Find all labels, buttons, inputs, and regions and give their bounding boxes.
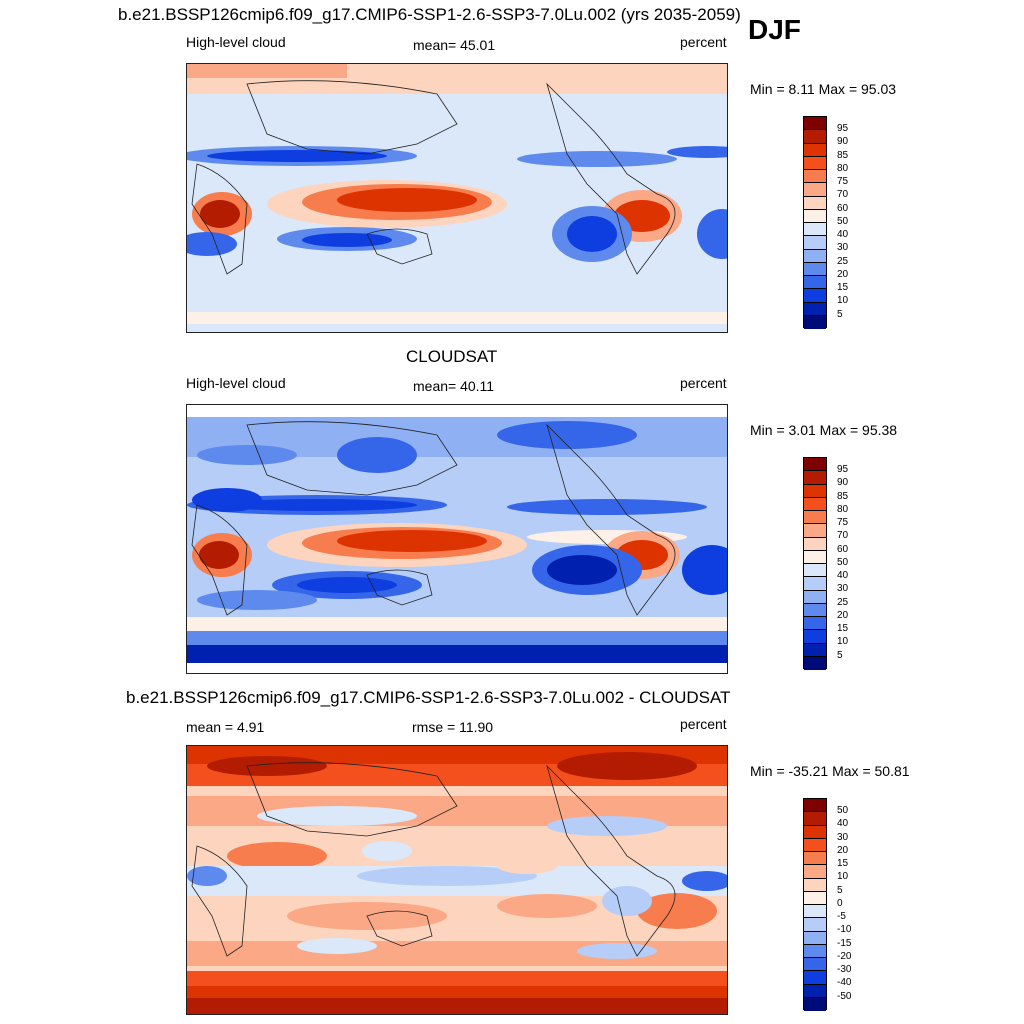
colorbar-tick: 30	[837, 242, 849, 253]
colorbar-tick: 60	[837, 203, 849, 214]
colorbar-tick: -40	[837, 977, 852, 988]
panel3-colorbar	[803, 798, 827, 1011]
colorbar-tick: 5	[837, 650, 843, 661]
panel2-units-label: percent	[680, 375, 727, 391]
colorbar-tick: -20	[837, 951, 852, 962]
panel3-minmax-label: Min = -35.21 Max = 50.81	[750, 763, 910, 779]
colorbar-tick: 95	[837, 123, 849, 134]
colorbar-tick: 70	[837, 530, 849, 541]
colorbar-tick: 30	[837, 583, 849, 594]
panel3-units-label: percent	[680, 716, 727, 732]
colorbar-tick: 75	[837, 517, 849, 528]
panel3-title: b.e21.BSSP126cmip6.f09_g17.CMIP6-SSP1-2.…	[126, 688, 731, 707]
colorbar-tick: 0	[837, 898, 843, 909]
colorbar-tick: 50	[837, 216, 849, 227]
colorbar-tick: 25	[837, 597, 849, 608]
colorbar-tick: 50	[837, 805, 849, 816]
colorbar-tick: 40	[837, 818, 849, 829]
panel2-mean-label: mean= 40.11	[413, 378, 495, 394]
colorbar-tick: 90	[837, 136, 849, 147]
colorbar-tick: 15	[837, 282, 849, 293]
colorbar-tick: 15	[837, 858, 849, 869]
colorbar-tick: 80	[837, 163, 849, 174]
colorbar-tick: 25	[837, 256, 849, 267]
colorbar-tick: 20	[837, 269, 849, 280]
colorbar-tick: -15	[837, 938, 852, 949]
panel2-map	[186, 404, 728, 674]
season-label: DJF	[748, 14, 801, 45]
panel1-minmax-label: Min = 8.11 Max = 95.03	[750, 81, 897, 97]
colorbar-tick: 40	[837, 229, 849, 240]
colorbar-tick: 80	[837, 504, 849, 515]
colorbar-tick: 85	[837, 150, 849, 161]
colorbar-tick: 20	[837, 610, 849, 621]
colorbar-tick: 60	[837, 544, 849, 555]
colorbar-tick: 30	[837, 832, 849, 843]
colorbar-tick: 10	[837, 871, 849, 882]
panel1-title: b.e21.BSSP126cmip6.f09_g17.CMIP6-SSP1-2.…	[118, 5, 741, 24]
colorbar-tick: 40	[837, 570, 849, 581]
panel3-mean-label: mean = 4.91	[186, 719, 265, 735]
colorbar-tick: 15	[837, 623, 849, 634]
panel1-variable-label: High-level cloud	[186, 34, 286, 50]
colorbar-tick: 5	[837, 885, 843, 896]
colorbar-tick: 75	[837, 176, 849, 187]
colorbar-tick: 90	[837, 477, 849, 488]
panel1-units-label: percent	[680, 34, 727, 50]
colorbar-tick: 85	[837, 491, 849, 502]
panel1-map	[186, 63, 728, 333]
panel1-colorbar	[803, 116, 827, 329]
panel3-rmse-label: rmse = 11.90	[412, 719, 494, 735]
colorbar-tick: 5	[837, 309, 843, 320]
colorbar-tick: 10	[837, 636, 849, 647]
colorbar-tick: 50	[837, 557, 849, 568]
colorbar-tick: 95	[837, 464, 849, 475]
colorbar-tick: -50	[837, 991, 852, 1002]
panel2-colorbar	[803, 457, 827, 670]
colorbar-tick: -5	[837, 911, 846, 922]
panel2-minmax-label: Min = 3.01 Max = 95.38	[750, 422, 898, 438]
colorbar-tick: 70	[837, 189, 849, 200]
panel2-title: CLOUDSAT	[406, 347, 498, 366]
panel3-map	[186, 745, 728, 1015]
panel2-variable-label: High-level cloud	[186, 375, 286, 391]
colorbar-tick: -30	[837, 964, 852, 975]
panel1-mean-label: mean= 45.01	[413, 37, 496, 53]
colorbar-tick: 10	[837, 295, 849, 306]
colorbar-tick: -10	[837, 924, 852, 935]
colorbar-tick: 20	[837, 845, 849, 856]
